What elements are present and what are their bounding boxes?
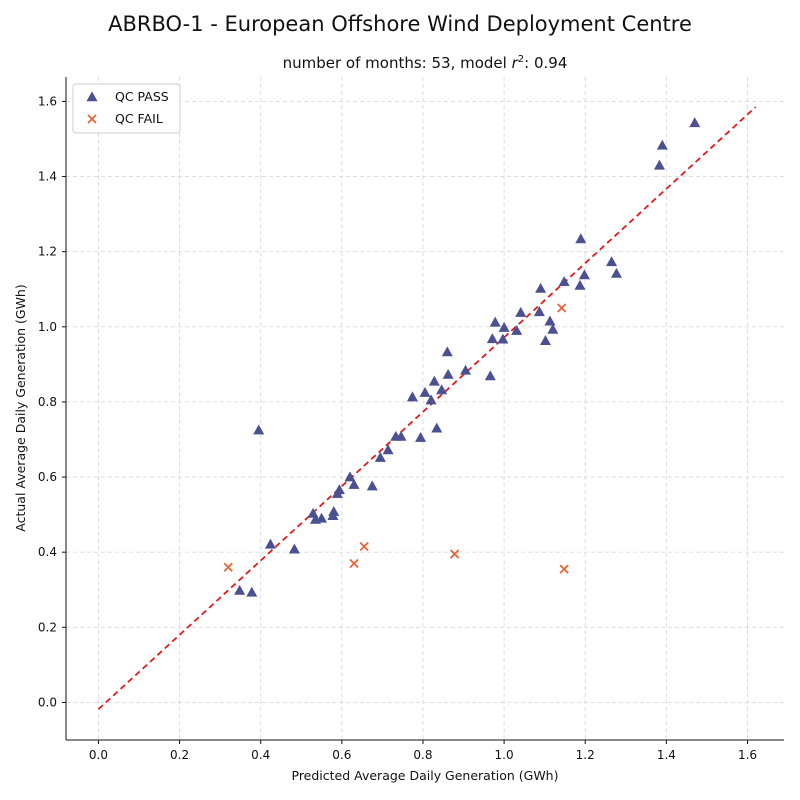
- chart-title: ABRBO-1 - European Offshore Wind Deploym…: [108, 12, 692, 36]
- point-qc-pass: [486, 333, 498, 344]
- y-tick-label: 0.2: [38, 620, 57, 634]
- point-qc-pass: [316, 512, 328, 523]
- y-tick-label: 0.6: [38, 470, 57, 484]
- x-tick-label: 0.4: [251, 748, 270, 762]
- chart-subtitle: number of months: 53, model r2: 0.94: [283, 54, 568, 72]
- point-qc-pass: [515, 306, 527, 317]
- y-tick-label: 1.0: [38, 320, 57, 334]
- y-tick-label: 0.8: [38, 395, 57, 409]
- point-qc-pass: [489, 316, 501, 327]
- y-tick-label: 1.6: [38, 94, 57, 108]
- point-qc-pass: [382, 444, 394, 455]
- legend-box: [72, 83, 181, 134]
- fit-line: [97, 106, 757, 710]
- fit-line-layer: [97, 106, 757, 710]
- point-qc-pass: [544, 315, 556, 326]
- point-qc-pass: [395, 430, 407, 441]
- axes: [62, 77, 784, 744]
- point-qc-pass: [497, 333, 509, 344]
- point-qc-pass: [533, 306, 545, 317]
- x-tick-label: 1.0: [495, 748, 514, 762]
- point-qc-pass: [484, 370, 496, 381]
- legend-marker-qc-pass: [86, 91, 98, 102]
- point-qc-pass: [374, 451, 386, 462]
- point-qc-fail: [557, 303, 567, 313]
- y-tick-label: 1.4: [38, 170, 57, 184]
- point-qc-pass: [442, 368, 454, 379]
- point-qc-pass: [535, 282, 547, 293]
- point-qc-fail: [449, 549, 460, 559]
- point-qc-pass: [431, 422, 443, 433]
- points-layer: [223, 117, 701, 597]
- legend-label-qc-fail: QC FAIL: [115, 111, 163, 126]
- x-tick-label: 0.8: [413, 748, 432, 762]
- point-qc-pass: [428, 375, 440, 386]
- point-qc-pass: [656, 139, 668, 150]
- point-qc-pass: [425, 394, 437, 405]
- y-axis-label: Actual Average Daily Generation (GWh): [13, 284, 28, 531]
- legend-triangle-icon: [86, 91, 98, 102]
- x-tick-label: 1.6: [738, 748, 757, 762]
- point-qc-pass: [441, 346, 453, 357]
- legend: QC PASS QC FAIL: [72, 83, 181, 134]
- x-tick-label: 1.4: [657, 748, 676, 762]
- point-qc-pass: [253, 424, 265, 435]
- y-tick-label: 0.0: [38, 695, 57, 709]
- y-tick-label: 1.2: [38, 245, 57, 259]
- point-qc-pass: [288, 543, 300, 554]
- subtitle-prefix: number of months: 53, model: [283, 54, 512, 72]
- subtitle-superscript: 2: [518, 54, 524, 65]
- point-qc-pass: [511, 324, 523, 335]
- x-tick-label: 0.6: [332, 748, 351, 762]
- point-qc-pass: [366, 480, 378, 491]
- point-qc-pass: [539, 335, 551, 345]
- point-qc-pass: [415, 431, 427, 442]
- grid: [66, 77, 784, 740]
- point-qc-pass: [575, 233, 587, 244]
- point-qc-pass: [689, 117, 701, 128]
- point-qc-pass: [653, 159, 665, 170]
- point-qc-pass: [406, 391, 418, 402]
- subtitle-suffix: : 0.94: [524, 54, 567, 72]
- point-qc-pass: [333, 484, 345, 495]
- point-qc-pass: [606, 256, 618, 267]
- point-qc-pass: [246, 586, 258, 597]
- point-qc-pass: [264, 538, 276, 549]
- point-qc-pass: [328, 505, 340, 516]
- legend-label-qc-pass: QC PASS: [115, 89, 169, 104]
- point-qc-pass: [558, 276, 570, 287]
- point-qc-pass: [460, 364, 472, 375]
- point-qc-pass: [578, 269, 590, 280]
- point-qc-pass: [498, 321, 510, 332]
- point-qc-pass: [574, 279, 586, 290]
- point-qc-pass: [436, 384, 448, 395]
- x-tick-label: 1.2: [576, 748, 595, 762]
- point-qc-pass: [610, 267, 622, 278]
- legend-cross-icon: [87, 114, 97, 124]
- point-qc-fail: [223, 562, 233, 572]
- point-qc-fail: [349, 558, 359, 569]
- point-qc-pass: [419, 386, 431, 397]
- point-qc-pass: [547, 323, 559, 334]
- point-qc-pass: [344, 471, 356, 482]
- subtitle-r: r: [512, 54, 519, 72]
- x-axis-label: Predicted Average Daily Generation (GWh): [292, 768, 559, 783]
- point-qc-fail: [559, 564, 569, 574]
- point-qc-pass: [348, 478, 360, 489]
- point-qc-fail: [359, 541, 369, 552]
- y-tick-label: 0.4: [38, 545, 57, 559]
- legend-marker-qc-fail: [87, 114, 97, 124]
- tick-labels: 0.0 0.2 0.4 0.6 0.8 1.0 1.2 1.4 1.6 0.0 0.2 0.4 0.6 0…: [38, 94, 757, 762]
- point-qc-pass: [234, 584, 246, 595]
- x-tick-label: 0.2: [170, 748, 189, 762]
- x-tick-label: 0.0: [89, 748, 108, 762]
